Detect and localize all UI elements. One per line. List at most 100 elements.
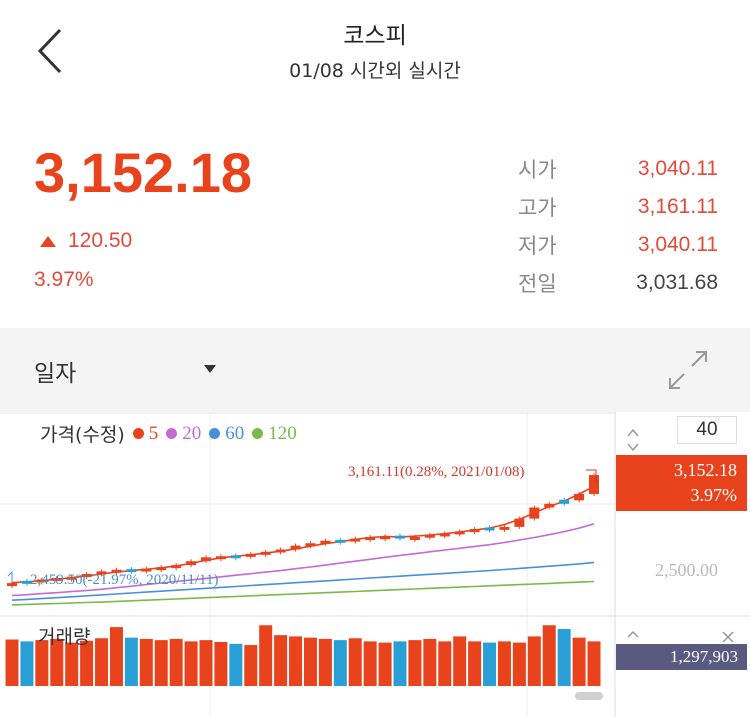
ma20-line [11, 523, 595, 597]
candle [559, 499, 570, 504]
volume-bar [423, 638, 437, 686]
candle [111, 569, 122, 573]
volume-bar [289, 636, 303, 686]
tag-price: 3,152.18 [674, 460, 737, 480]
candle [21, 580, 32, 584]
volume-bar [229, 643, 243, 686]
ohlc-label: 고가 [518, 196, 557, 220]
ohlc-label: 시가 [518, 158, 557, 182]
volume-collapse-icon [627, 630, 639, 638]
volume-bar [259, 625, 273, 686]
volume-bar [497, 641, 511, 686]
volume-bar [468, 641, 482, 686]
volume-bar [109, 627, 123, 686]
volume-bar [542, 625, 556, 686]
candle [544, 503, 555, 508]
high-annotation: 3,161.11(0.28%, 2021/01/08) [348, 464, 525, 480]
legend-ma5: 5 [148, 422, 159, 444]
volume-bar [393, 641, 407, 686]
header: 코스피 01/08 시간외 실시간 [0, 0, 750, 100]
scroll-handle [575, 692, 603, 700]
expand-icon[interactable] [668, 350, 708, 390]
volume-bar [35, 640, 49, 686]
candle [439, 533, 450, 537]
page-title: 코스피 [343, 23, 407, 49]
candle [51, 577, 62, 581]
volume-bar [214, 641, 228, 686]
current-price-tag: 3,152.18 3.97% [616, 455, 747, 511]
zoom-level[interactable]: 40 [677, 416, 737, 444]
volume-tag: 1,297,903 [616, 644, 747, 670]
back-arrow-icon[interactable] [30, 26, 70, 76]
candle [275, 549, 286, 553]
candle [230, 555, 241, 559]
change-percent: 3.97% [34, 268, 94, 291]
volume-bar [5, 639, 19, 686]
volume-bar [557, 628, 571, 686]
ohlc-row-high: 고가 3,161.11 [518, 188, 718, 226]
candle [305, 543, 316, 547]
volume-bar [154, 640, 168, 686]
legend-dot-ma5 [132, 428, 144, 439]
legend-dot-ma120 [252, 428, 264, 439]
candle [529, 507, 540, 519]
volume-bar [438, 641, 452, 686]
candle [245, 553, 256, 557]
ohlc-value: 3,161.11 [637, 195, 718, 218]
tag-percent: 3.97% [690, 485, 738, 505]
volume-bar [244, 645, 258, 686]
legend-dot-ma20 [166, 428, 178, 439]
candle [96, 571, 107, 575]
candle [350, 538, 361, 542]
ohlc-value: 3,040.11 [637, 157, 718, 180]
volume-bar [453, 636, 467, 686]
volume-bar [512, 642, 526, 686]
chart-legend: 가격(수정) 5 20 60 120 [40, 420, 303, 447]
caret-down-icon[interactable] [204, 365, 216, 373]
volume-bar [80, 640, 94, 686]
close-icon [722, 631, 734, 643]
change-value: 120.50 [68, 229, 133, 252]
candle [574, 493, 585, 501]
candle [469, 529, 480, 533]
y-axis-tick: 2,500.00 [655, 560, 718, 580]
volume-bar [169, 638, 183, 686]
candle [499, 526, 510, 530]
ohlc-table: 시가 3,040.11 고가 3,161.11 저가 3,040.11 전일 3… [518, 150, 718, 302]
volume-bar [483, 642, 497, 686]
ohlc-row-low: 저가 3,040.11 [518, 226, 718, 264]
candle [66, 576, 77, 580]
volume-bar [65, 642, 79, 686]
candle [409, 537, 420, 541]
ohlc-label: 저가 [518, 234, 557, 258]
legend-ma60: 60 [225, 422, 245, 444]
candle [215, 556, 226, 560]
volume-bar [572, 637, 586, 686]
scroll-up-icon [627, 428, 639, 437]
ohlc-row-open: 시가 3,040.11 [518, 150, 718, 188]
candle [320, 540, 331, 544]
candle [141, 568, 152, 572]
candle [260, 551, 271, 555]
candle [81, 573, 92, 577]
current-price: 3,152.18 [34, 141, 252, 204]
low-annotation: 2,459.50(-21.97%, 2020/11/11) [30, 572, 219, 588]
candle [171, 565, 182, 569]
volume-label: 거래량 [38, 626, 91, 648]
ohlc-row-prev: 전일 3,031.68 [518, 264, 718, 302]
volume-bar [184, 641, 198, 686]
period-select[interactable]: 일자 [34, 361, 77, 387]
volume-bar [318, 638, 332, 686]
volume-bar [527, 636, 541, 686]
legend-ma120: 120 [268, 422, 297, 444]
volume-bar [408, 640, 422, 686]
candle [484, 527, 495, 531]
ohlc-value: 3,040.11 [637, 233, 718, 256]
legend-label: 가격(수정) [40, 424, 125, 446]
candle [201, 557, 211, 562]
volume-bar [303, 637, 317, 686]
candle [424, 534, 435, 538]
scroll-down-icon [627, 443, 639, 452]
chart-toolbar: 일자 [0, 328, 750, 412]
ohlc-value: 3,031.68 [636, 271, 718, 294]
